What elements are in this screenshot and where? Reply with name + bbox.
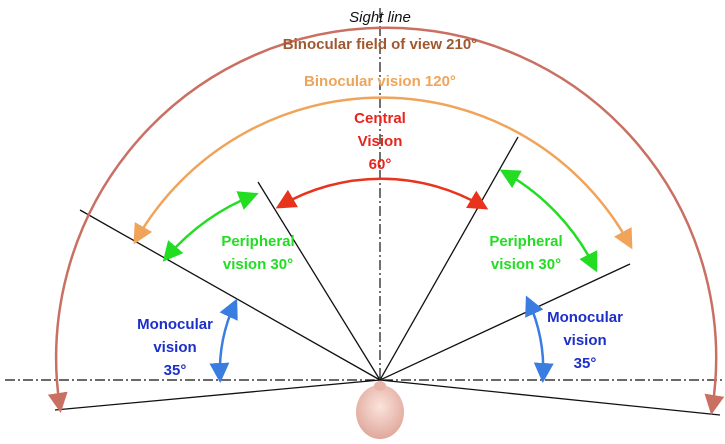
label: Sight line (349, 9, 411, 26)
ray (257, 181, 381, 381)
label: 60° (369, 156, 392, 173)
label: vision 30° (223, 256, 293, 273)
label: Peripheral (489, 233, 562, 250)
label: vision (563, 332, 606, 349)
label: vision 30° (491, 256, 561, 273)
label: Peripheral (221, 233, 294, 250)
arc-monocular-right (525, 295, 554, 383)
label: 35° (574, 355, 597, 372)
arc-peripheral-right (499, 169, 598, 273)
label: Central (354, 110, 406, 127)
ray (379, 379, 721, 416)
label: Monocular (547, 309, 623, 326)
arc-210 (47, 26, 725, 415)
label: Vision (358, 133, 403, 150)
ray (54, 379, 381, 411)
label: Binocular field of view 210° (283, 36, 477, 53)
ray (379, 136, 519, 381)
nose (374, 381, 386, 391)
arc-central (275, 177, 489, 210)
ray (379, 263, 631, 381)
ray (79, 209, 381, 381)
label: 35° (164, 362, 187, 379)
label: vision (153, 339, 196, 356)
label: Binocular vision 120° (304, 73, 456, 90)
arc-monocular-left (209, 298, 238, 383)
label: Monocular (137, 316, 213, 333)
arc-peripheral-left (162, 191, 259, 262)
head (356, 385, 404, 439)
